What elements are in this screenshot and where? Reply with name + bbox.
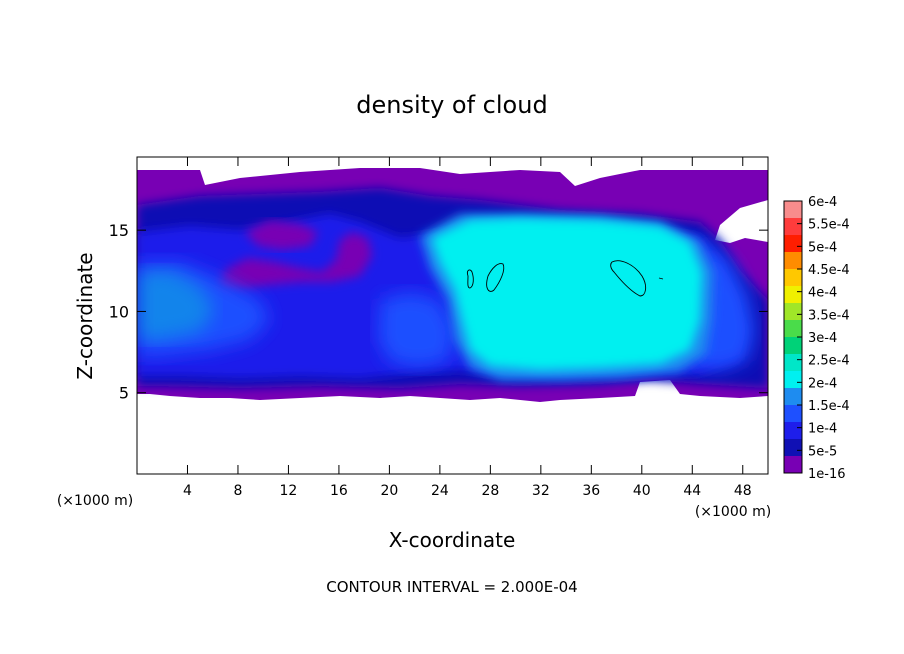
colorbar-swatch — [784, 388, 802, 406]
x-tick-label: 24 — [431, 483, 449, 499]
colorbar-swatch — [784, 252, 802, 270]
colorbar-label: 5e-4 — [808, 240, 837, 255]
colorbar-label: 6e-4 — [808, 195, 837, 210]
x-tick-label: 12 — [280, 483, 298, 499]
x-tick-label: 36 — [582, 483, 600, 499]
colorbar-swatch — [784, 405, 802, 423]
colorbar-label: 4e-4 — [808, 286, 837, 301]
colorbar-swatch — [784, 218, 802, 236]
contour-field — [137, 157, 768, 474]
colorbar-label: 2.5e-4 — [808, 354, 850, 369]
plot-frame — [136, 156, 769, 475]
colorbar-swatch — [784, 439, 802, 457]
colorbar-swatch — [784, 303, 802, 321]
x-tick-label: 32 — [532, 483, 550, 499]
x-unit-label-right: (×1000 m) — [695, 504, 771, 520]
contour-purple-intrusion-left — [215, 232, 372, 292]
colorbar-swatch — [784, 269, 802, 287]
colorbar-label: 3.5e-4 — [808, 308, 850, 323]
z-tick-label: 15 — [109, 221, 129, 240]
contour-line-island-3 — [610, 260, 647, 297]
colorbar: 6e-4 5.5e-4 5e-4 4.5e-4 4e-4 3.5e-4 3e-4 2.5e-4… — [783, 195, 850, 482]
colorbar-swatch — [784, 337, 802, 355]
colorbar-label: 1.5e-4 — [808, 399, 850, 414]
x-unit-label-left: (×1000 m) — [57, 493, 133, 509]
colorbar-label: 4.5e-4 — [808, 263, 850, 278]
x-tick-label: 20 — [380, 483, 398, 499]
colorbar-swatch — [784, 456, 802, 474]
contour-interval-footer: CONTOUR INTERVAL = 2.000E-04 — [326, 578, 577, 596]
x-tick-label: 4 — [183, 483, 192, 499]
x-tick-label: 44 — [683, 483, 701, 499]
contour-line-dot — [658, 277, 664, 280]
colorbar-label: 2e-4 — [808, 376, 837, 391]
z-axis: 5 10 15 — [109, 221, 768, 403]
x-tick-label: 8 — [233, 483, 242, 499]
x-axis-label: X-coordinate — [389, 528, 516, 552]
contour-purple-intrusion-top — [245, 220, 318, 250]
colorbar-label: 5.5e-4 — [808, 218, 850, 233]
x-tick-label: 16 — [330, 483, 348, 499]
z-tick-label: 5 — [119, 384, 129, 403]
colorbar-swatch — [784, 286, 802, 304]
x-tick-label: 28 — [481, 483, 499, 499]
contour-line-island-1 — [467, 269, 474, 289]
x-axis: 4 8 12 16 20 24 28 32 36 40 44 48 — [183, 157, 752, 499]
contour-band-1e-4-mid — [378, 292, 455, 368]
colorbar-swatch — [784, 354, 802, 372]
colorbar-label: 1e-4 — [808, 422, 837, 437]
colorbar-swatch — [784, 422, 802, 440]
colorbar-label: 3e-4 — [808, 331, 837, 346]
colorbar-swatch — [784, 201, 802, 219]
colorbar-swatch — [784, 235, 802, 253]
colorbar-label: 5e-5 — [808, 444, 837, 459]
contour-band-2e-4-left — [137, 270, 215, 340]
chart-title: density of cloud — [356, 91, 547, 119]
contour-line-island-2 — [486, 263, 505, 292]
colorbar-swatch — [784, 371, 802, 389]
x-tick-label: 40 — [633, 483, 651, 499]
colorbar-label: 1e-16 — [808, 467, 846, 482]
x-tick-label: 48 — [734, 483, 752, 499]
z-tick-label: 10 — [109, 302, 129, 321]
y-axis-label: Z-coordinate — [73, 252, 97, 379]
contour-band-2e-4-core — [432, 218, 702, 370]
colorbar-swatch — [784, 320, 802, 338]
